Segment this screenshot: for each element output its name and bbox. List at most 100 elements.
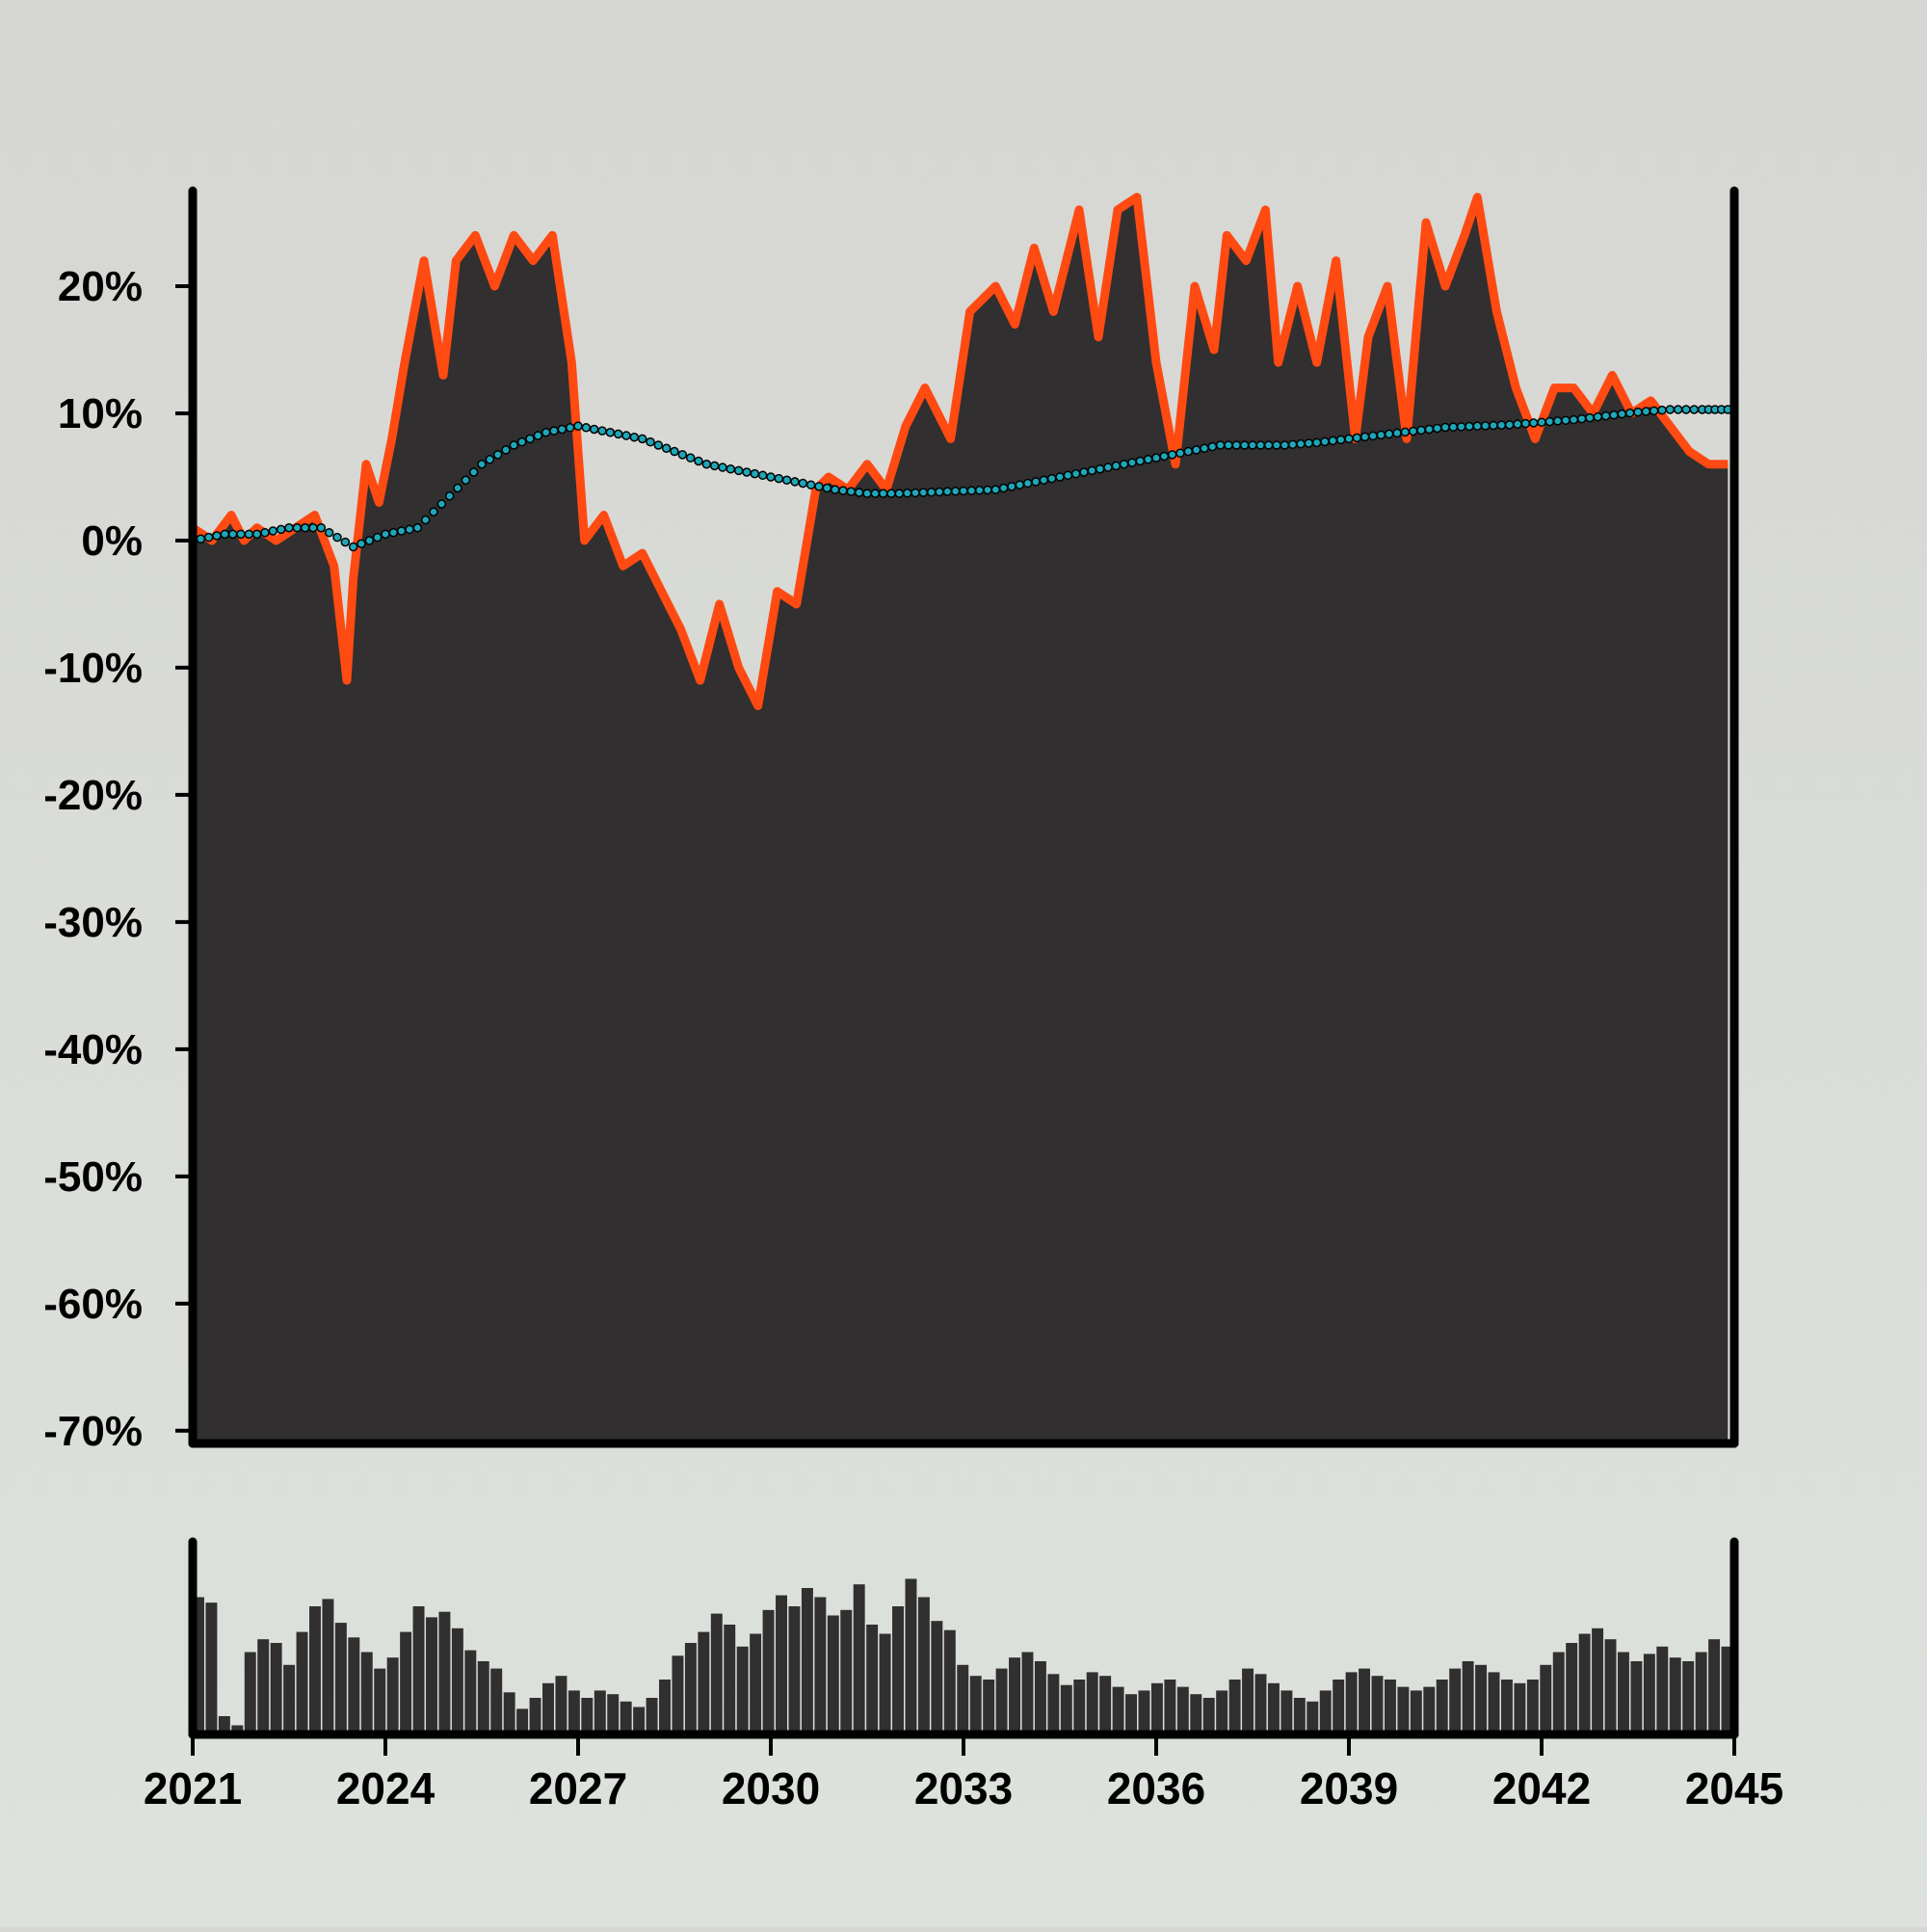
volume-bar bbox=[1125, 1694, 1138, 1734]
volume-bar bbox=[1293, 1698, 1306, 1734]
volume-bar bbox=[1436, 1680, 1448, 1734]
x-tick-label: 2021 bbox=[144, 1763, 242, 1813]
ma-dot bbox=[1287, 439, 1298, 450]
ma-dot bbox=[959, 486, 968, 496]
x-tick-label: 2045 bbox=[1685, 1763, 1783, 1813]
ma-dot bbox=[1015, 480, 1025, 490]
volume-bar bbox=[400, 1631, 412, 1734]
ma-dot bbox=[830, 485, 840, 494]
ma-dot bbox=[1472, 421, 1483, 431]
ma-dot bbox=[862, 489, 872, 498]
ma-dot bbox=[942, 487, 953, 496]
ma-dot bbox=[774, 473, 784, 484]
ma-dot bbox=[573, 421, 583, 431]
ma-dot bbox=[1489, 420, 1498, 431]
ma-dot bbox=[244, 529, 254, 540]
ma-dot bbox=[412, 522, 423, 533]
volume-bar bbox=[1228, 1680, 1241, 1734]
ma-dot bbox=[1585, 412, 1595, 423]
y-tick-label: -70% bbox=[43, 1408, 143, 1455]
ma-dot bbox=[1400, 427, 1411, 437]
volume-bar bbox=[607, 1694, 620, 1734]
ma-dot bbox=[276, 524, 286, 535]
ma-dot bbox=[757, 470, 768, 481]
volume-bar bbox=[1202, 1698, 1215, 1734]
volume-bar bbox=[503, 1692, 515, 1734]
volume-bar bbox=[1254, 1674, 1267, 1734]
ma-dot bbox=[1537, 417, 1546, 427]
volume-bar bbox=[205, 1602, 218, 1734]
ma-dot bbox=[1600, 410, 1611, 421]
volume-bar bbox=[334, 1623, 347, 1734]
y-tick-label: -50% bbox=[43, 1153, 143, 1201]
volume-bar bbox=[1695, 1652, 1707, 1734]
ma-dot bbox=[990, 485, 1001, 494]
volume-bar bbox=[1592, 1628, 1604, 1734]
volume-bar bbox=[1099, 1676, 1112, 1734]
volume-bar bbox=[969, 1676, 982, 1734]
ma-dot bbox=[356, 539, 366, 548]
ma-dot bbox=[653, 440, 664, 450]
ma-dot bbox=[429, 507, 438, 516]
ma-dot bbox=[1215, 440, 1226, 450]
ma-dot bbox=[1159, 451, 1170, 462]
volume-bar bbox=[1345, 1672, 1358, 1734]
ma-dot bbox=[1079, 467, 1089, 477]
ma-dot bbox=[1039, 475, 1049, 486]
volume-bar bbox=[1488, 1672, 1500, 1734]
volume-bar bbox=[801, 1588, 813, 1734]
ma-dot bbox=[621, 431, 631, 440]
ma-dot bbox=[388, 527, 399, 538]
volume-bar bbox=[438, 1611, 451, 1734]
ma-dot bbox=[894, 489, 905, 498]
ma-dot bbox=[742, 467, 752, 477]
volume-bar bbox=[762, 1609, 775, 1734]
volume-bar bbox=[1060, 1684, 1072, 1734]
ma-dot bbox=[1424, 424, 1435, 435]
ma-dot bbox=[1095, 463, 1105, 474]
ma-dot bbox=[300, 522, 310, 533]
volume-bar bbox=[360, 1652, 373, 1734]
series-area bbox=[193, 197, 1729, 1443]
ma-dot bbox=[1239, 440, 1250, 450]
ma-dot bbox=[203, 532, 214, 543]
volume-bar bbox=[1216, 1690, 1228, 1734]
ma-dot bbox=[911, 488, 920, 498]
ma-dot bbox=[1561, 415, 1571, 425]
ma-dot bbox=[814, 482, 824, 491]
ma-dot bbox=[677, 450, 688, 460]
ma-dot bbox=[1183, 446, 1194, 457]
ma-dot bbox=[870, 489, 881, 498]
ma-dot bbox=[292, 522, 303, 533]
volume-bar bbox=[1630, 1661, 1643, 1734]
ma-dot bbox=[701, 460, 712, 469]
ma-dot bbox=[396, 526, 407, 536]
ma-dot bbox=[902, 489, 912, 498]
volume-bar bbox=[1656, 1646, 1669, 1734]
volume-bar bbox=[594, 1690, 606, 1734]
ma-dot bbox=[516, 437, 527, 447]
volume-bar bbox=[892, 1606, 904, 1734]
volume-bar bbox=[1682, 1661, 1695, 1734]
ma-dot bbox=[509, 440, 519, 450]
ma-dot bbox=[766, 472, 776, 482]
ma-dot bbox=[605, 428, 616, 437]
volume-bar bbox=[659, 1680, 671, 1734]
ma-dot bbox=[1296, 438, 1306, 449]
volume-bar bbox=[386, 1657, 399, 1734]
volume-bar bbox=[788, 1606, 801, 1734]
y-tick-label: 10% bbox=[58, 390, 143, 437]
ma-dot bbox=[340, 537, 351, 547]
volume-bar bbox=[931, 1621, 943, 1734]
ma-dot bbox=[709, 461, 720, 471]
ma-dot bbox=[268, 526, 278, 536]
ma-dot bbox=[1448, 422, 1459, 432]
ma-dot bbox=[781, 475, 792, 486]
ma-dot bbox=[1320, 437, 1330, 447]
volume-bar bbox=[568, 1690, 580, 1734]
ma-dot bbox=[1311, 437, 1322, 448]
volume-bar bbox=[1540, 1664, 1552, 1734]
ma-dot bbox=[1248, 440, 1257, 450]
x-tick-label: 2027 bbox=[529, 1763, 627, 1813]
ma-dot bbox=[1496, 420, 1507, 430]
